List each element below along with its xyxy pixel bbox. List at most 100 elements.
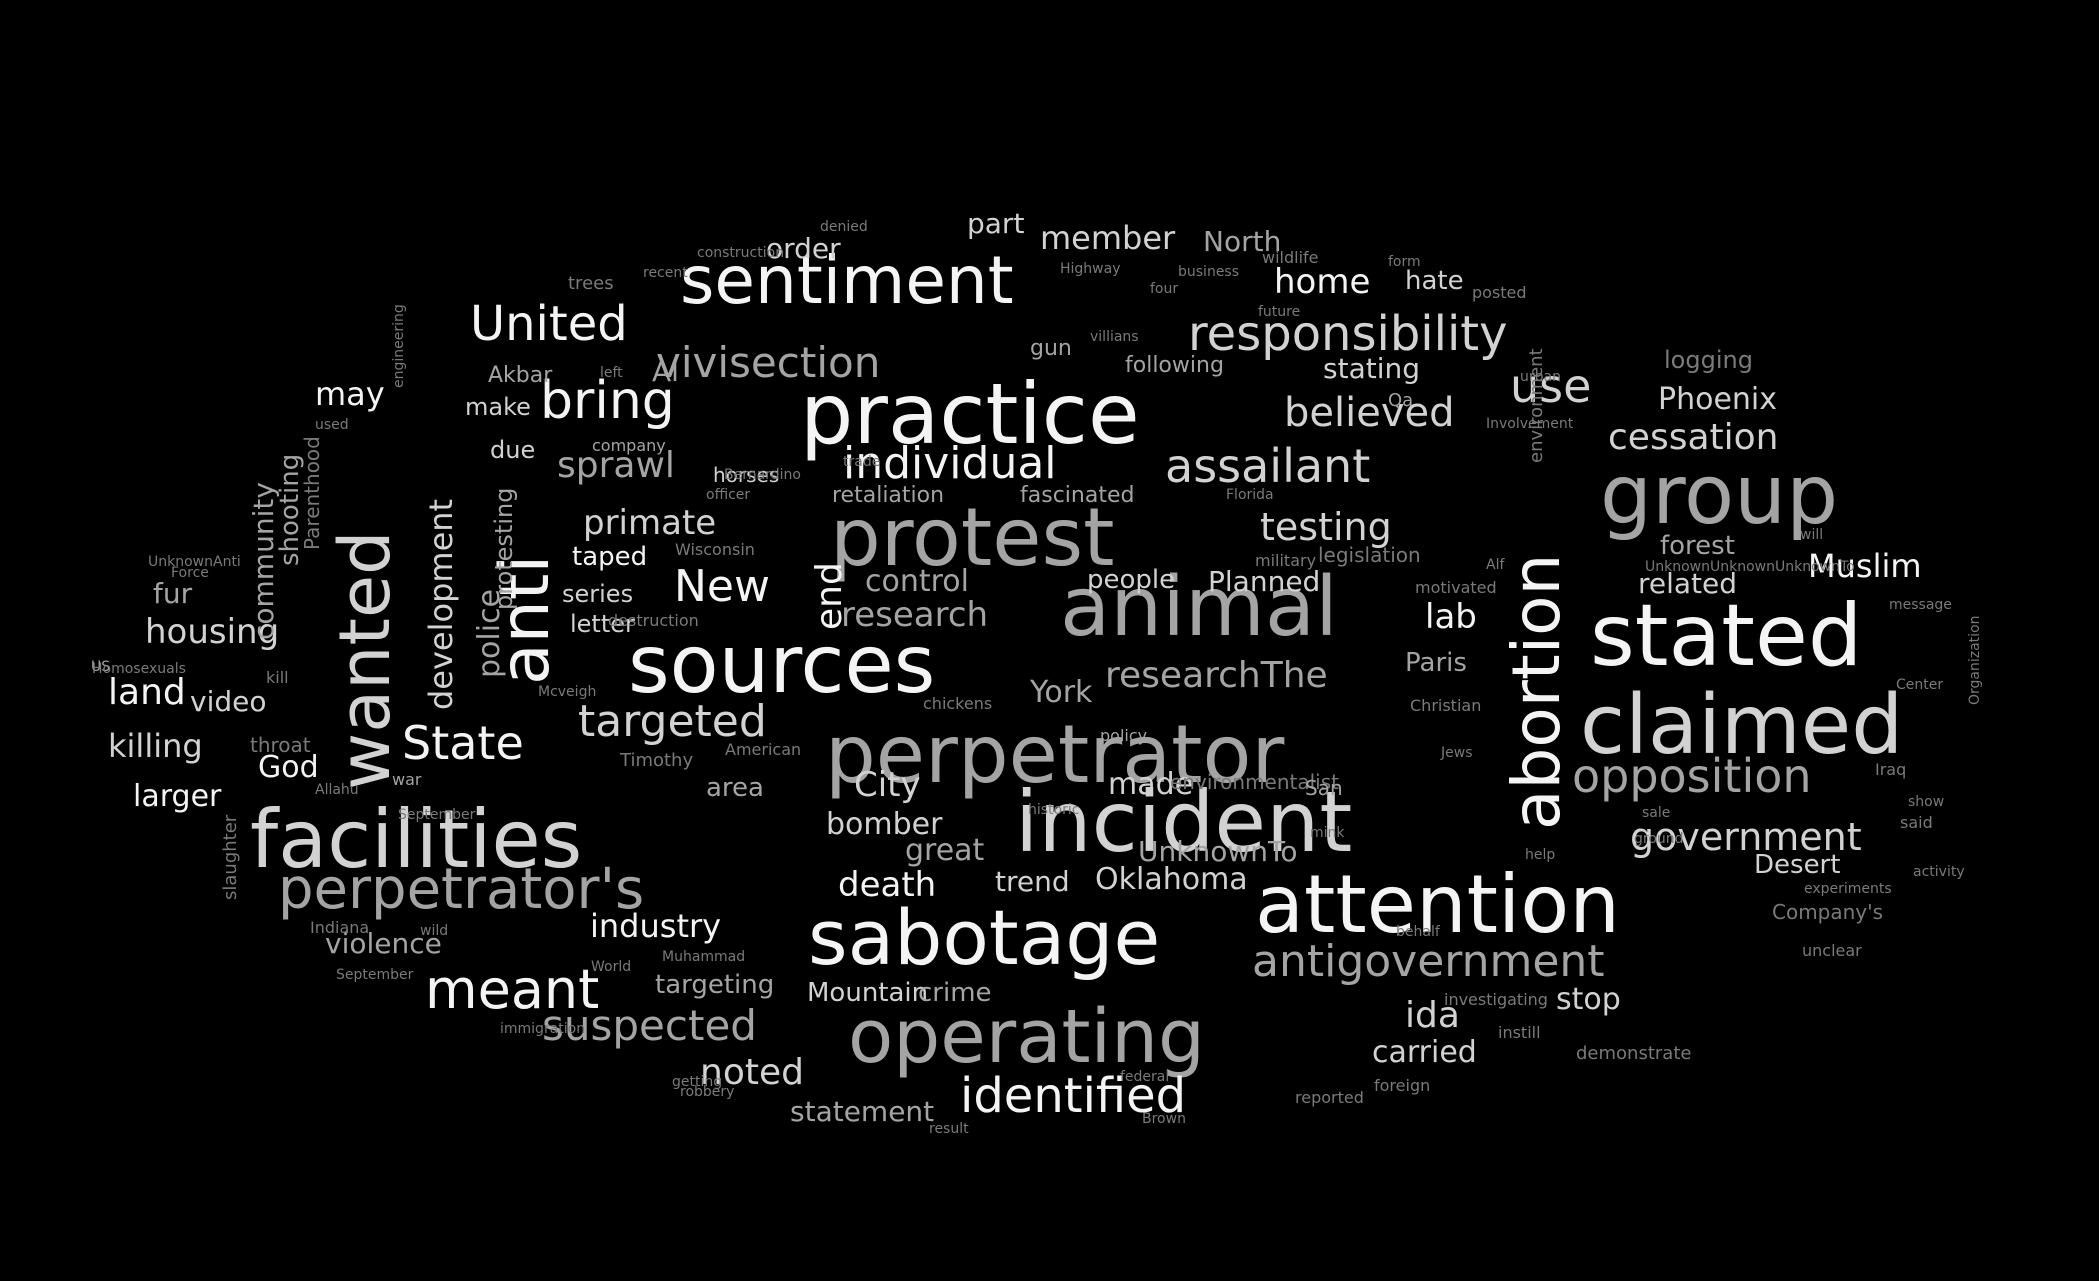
cloud-word: development <box>422 498 460 710</box>
cloud-word: facilities <box>250 793 583 886</box>
cloud-word: vivisection <box>656 338 881 387</box>
cloud-word: wanted <box>324 530 406 790</box>
cloud-word: Mountain <box>807 978 929 1008</box>
cloud-word: will <box>1800 527 1824 543</box>
cloud-word: robbery <box>680 1084 735 1100</box>
cloud-word: primate <box>583 503 717 543</box>
cloud-word: throat <box>250 733 311 757</box>
cloud-word: trend <box>995 865 1070 898</box>
cloud-word: motivated <box>1415 578 1497 597</box>
cloud-word: result <box>929 1121 969 1137</box>
cloud-word: trade <box>843 454 881 470</box>
cloud-word: targeted <box>578 696 767 747</box>
cloud-word: following <box>1125 353 1224 378</box>
cloud-word: destruction <box>608 611 699 630</box>
cloud-word: retaliation <box>832 483 945 508</box>
cloud-word: logging <box>1664 346 1753 374</box>
cloud-word: environmentalist <box>1170 770 1340 794</box>
cloud-word: Oklahoma <box>1095 862 1248 897</box>
cloud-word: World <box>591 959 632 975</box>
cloud-word: UnknownTo <box>1138 835 1298 868</box>
cloud-word: made <box>1108 767 1194 802</box>
cloud-word: industry <box>590 907 722 945</box>
cloud-word: Highway <box>1060 261 1121 277</box>
cloud-word: make <box>465 393 531 421</box>
cloud-word: war <box>392 770 422 789</box>
cloud-word: letter <box>570 610 635 638</box>
cloud-word: Muhammad <box>662 949 746 965</box>
cloud-word: targeting <box>655 970 775 1000</box>
cloud-word: stated <box>1590 586 1863 686</box>
cloud-word: assailant <box>1165 439 1371 493</box>
cloud-word: September <box>336 967 414 983</box>
cloud-word: engineering <box>391 304 407 388</box>
cloud-word: attention <box>1255 858 1620 951</box>
cloud-word: ground <box>1634 831 1684 847</box>
cloud-word: order <box>766 232 841 265</box>
cloud-word: policy <box>1100 726 1148 745</box>
cloud-word: San <box>1305 776 1343 800</box>
cloud-word: construction <box>697 245 785 261</box>
cloud-word: larger <box>133 779 222 814</box>
cloud-word: reported <box>1295 1088 1364 1107</box>
cloud-word: Center <box>1896 677 1944 693</box>
cloud-word: kill <box>266 668 289 687</box>
cloud-word: Force <box>171 565 209 581</box>
cloud-word: control <box>865 564 969 599</box>
cloud-word: believed <box>1284 390 1455 436</box>
cloud-word: fascinated <box>1020 483 1135 508</box>
cloud-word: death <box>838 865 937 905</box>
cloud-word: UnknownAnti <box>148 554 241 570</box>
cloud-word: State <box>402 716 524 770</box>
cloud-word: Bernardino <box>724 467 801 483</box>
cloud-word: company <box>592 436 666 455</box>
cloud-word: protest <box>830 491 1115 584</box>
cloud-word: environment <box>1526 348 1547 463</box>
cloud-word: forest <box>1660 531 1735 561</box>
cloud-word: mink <box>1310 825 1345 841</box>
cloud-word: getting <box>672 1074 723 1090</box>
cloud-word: Jews <box>1441 745 1473 761</box>
cloud-word: series <box>562 580 634 608</box>
cloud-word: related <box>1638 567 1738 600</box>
cloud-word: area <box>706 773 764 803</box>
cloud-word: American <box>725 740 802 759</box>
cloud-word: foreign <box>1374 1076 1431 1095</box>
cloud-word: UnknownUnknownUnknownTo <box>1645 559 1855 575</box>
cloud-word: experiments <box>1804 881 1892 897</box>
cloud-word: federal <box>1120 1069 1170 1085</box>
cloud-word: fur <box>153 577 193 610</box>
cloud-word: Timothy <box>620 750 694 771</box>
cloud-word: Phoenix <box>1658 382 1778 417</box>
cloud-word: researchThe <box>1105 655 1328 696</box>
cloud-word: Alf <box>1486 557 1505 573</box>
cloud-word: investigating <box>1444 990 1548 1009</box>
cloud-word: activity <box>1913 864 1965 880</box>
cloud-word: protesting <box>490 487 518 610</box>
cloud-word: instill <box>1498 1023 1541 1042</box>
cloud-word: incident <box>1015 773 1353 871</box>
cloud-word: Desert <box>1754 850 1841 880</box>
cloud-word: said <box>1900 813 1933 832</box>
cloud-word: Muslim <box>1808 547 1922 585</box>
cloud-word: gun <box>1030 336 1072 361</box>
cloud-word: future <box>1258 304 1301 320</box>
cloud-word: denied <box>820 219 868 235</box>
cloud-word: wildlife <box>1262 248 1319 267</box>
cloud-word: Iraq <box>1875 760 1907 779</box>
cloud-word: group <box>1600 448 1839 543</box>
cloud-word: opposition <box>1572 749 1812 803</box>
cloud-word: member <box>1040 219 1176 257</box>
cloud-word: horses <box>713 463 780 487</box>
cloud-word: Wisconsin <box>675 540 755 559</box>
cloud-word: officer <box>706 487 751 503</box>
cloud-word: great <box>905 833 985 868</box>
cloud-word: sale <box>1642 805 1671 821</box>
cloud-word: meant <box>425 958 600 1021</box>
cloud-word: animal <box>1060 560 1338 655</box>
cloud-word: killing <box>108 727 203 765</box>
cloud-word: City <box>854 765 921 805</box>
cloud-word: legislation <box>1318 543 1421 567</box>
cloud-word: trees <box>568 273 614 294</box>
cloud-word: may <box>315 375 385 413</box>
